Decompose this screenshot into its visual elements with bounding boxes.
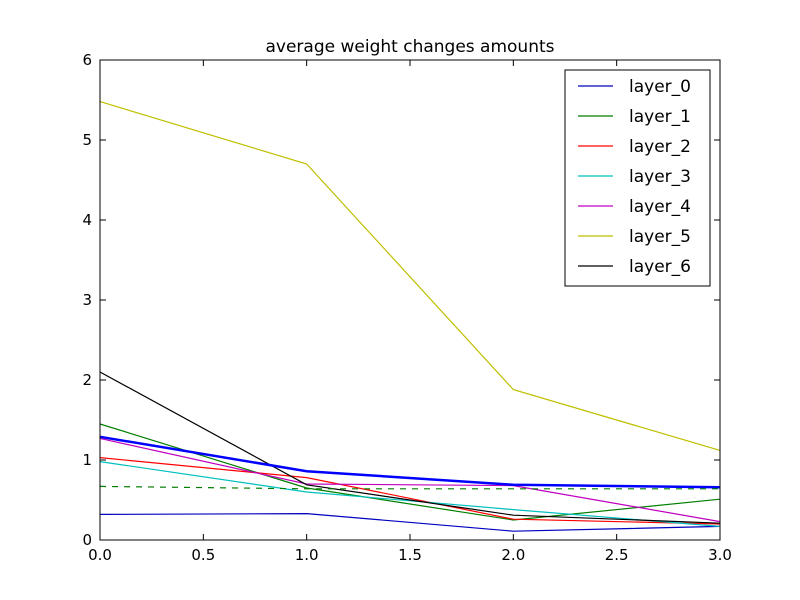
- x-tick-label: 0.0: [88, 546, 112, 564]
- legend-label-layer_0: layer_0: [629, 77, 691, 97]
- legend-label-layer_3: layer_3: [629, 167, 691, 187]
- y-tick-label: 6: [82, 51, 92, 69]
- y-tick-label: 1: [82, 451, 92, 469]
- series-line-layer_4: [99, 437, 721, 523]
- y-tick-label: 4: [82, 211, 92, 229]
- y-tick-label: 2: [82, 371, 92, 389]
- y-tick-label: 3: [82, 291, 92, 309]
- x-tick-label: 0.5: [191, 546, 215, 564]
- series-line-layer_6: [99, 371, 721, 524]
- x-tick-label: 3.0: [708, 546, 732, 564]
- legend-label-layer_1: layer_1: [629, 107, 691, 127]
- x-tick-label: 1.5: [398, 546, 422, 564]
- chart-title: average weight changes amounts: [266, 37, 555, 57]
- legend-label-layer_2: layer_2: [629, 137, 691, 157]
- legend: layer_0 layer_1 layer_2 layer_3 layer_4layer…: [564, 69, 711, 287]
- y-tick-label: 0: [82, 531, 92, 549]
- series-line-layer_0: [99, 512, 721, 532]
- axis-ticks: 0.0 0.5 1.0 1.5 2.0 2.5 3.0 0 1 2 3 4 5 6: [82, 51, 731, 564]
- legend-label-layer_4: layer_4: [629, 197, 691, 217]
- extra-line-0: [99, 435, 721, 489]
- series-line-layer_3: [99, 461, 721, 527]
- legend-box: [564, 69, 711, 287]
- series-line-layer_1: [99, 423, 721, 521]
- series-line-layer_5: [99, 101, 721, 451]
- x-tick-label: 2.5: [605, 546, 629, 564]
- extra-line-1: [99, 485, 720, 490]
- x-tick-label: 1.0: [295, 546, 319, 564]
- legend-label-layer_6: layer_6: [629, 257, 691, 277]
- plot-lines: [99, 101, 721, 532]
- y-tick-label: 5: [82, 131, 92, 149]
- series-line-layer_2: [99, 457, 721, 525]
- legend-label-layer_5: layer_5: [629, 227, 691, 247]
- x-tick-label: 2.0: [501, 546, 525, 564]
